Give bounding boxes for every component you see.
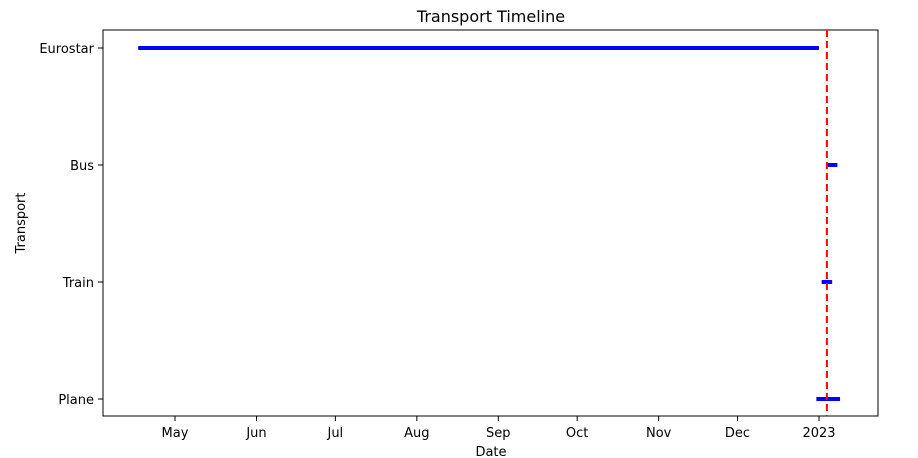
chart-title: Transport Timeline: [416, 7, 565, 26]
x-tick-label: Jul: [326, 426, 343, 441]
transport-segments: [138, 46, 841, 401]
plot-frame: [102, 29, 879, 417]
x-tick-label: Oct: [566, 426, 588, 441]
x-tick-label: Dec: [725, 426, 750, 441]
y-tick-label: Plane: [58, 393, 94, 408]
x-tick-label: Jun: [245, 426, 266, 441]
x-axis-ticks: May Jun Jul Aug Sep Oct Nov Dec 2023: [162, 416, 836, 441]
x-tick-label: Sep: [486, 426, 511, 441]
y-axis-ticks: Plane Train Bus Eurostar: [39, 42, 103, 408]
x-tick-label: Aug: [404, 426, 429, 441]
y-tick-label: Bus: [70, 159, 94, 174]
y-tick-label: Train: [62, 276, 94, 291]
x-tick-label: May: [162, 426, 189, 441]
x-axis-label: Date: [475, 445, 506, 458]
x-tick-label: Nov: [646, 426, 672, 441]
y-tick-label: Eurostar: [39, 42, 94, 57]
y-axis-label: Transport: [14, 192, 29, 254]
x-tick-label: 2023: [802, 426, 835, 441]
